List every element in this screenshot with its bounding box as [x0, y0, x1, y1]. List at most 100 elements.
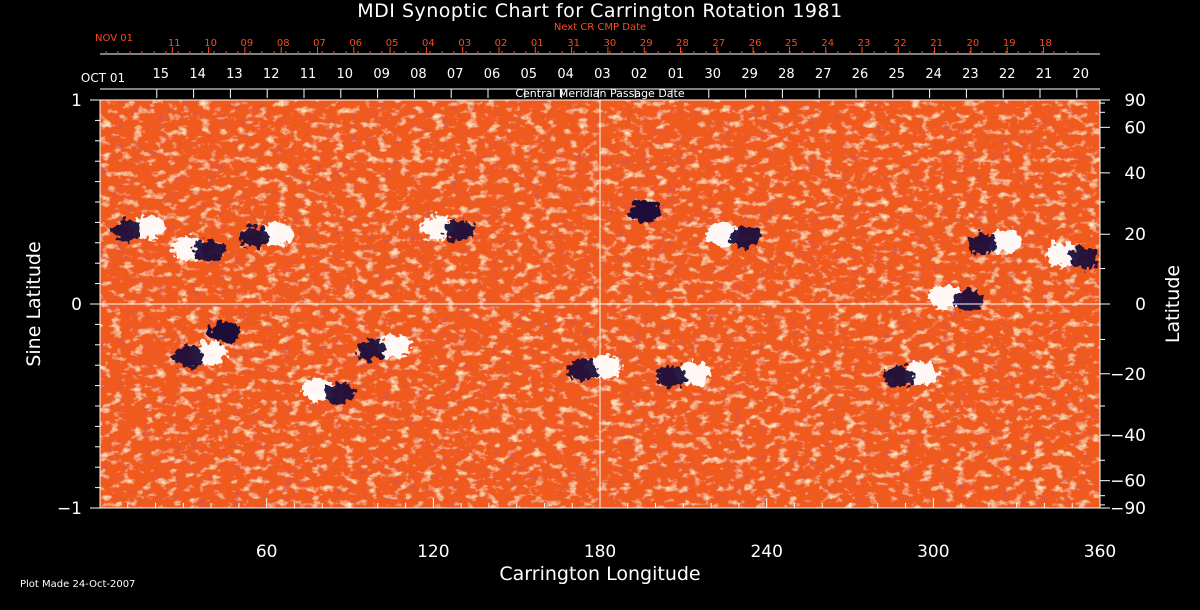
y-left-tick-label: 1: [71, 91, 82, 111]
cmp-date-label: 21: [1036, 67, 1053, 82]
cmp-date-label: 02: [631, 67, 648, 82]
next-cmp-date-label: 23: [858, 38, 871, 49]
cmp-date-label: 08: [410, 67, 427, 82]
negative-polarity-patch: [356, 338, 387, 361]
active-region: [928, 284, 983, 311]
cmp-date-label: 13: [226, 67, 243, 82]
active-region: [173, 341, 227, 368]
y-right-tick-label: −40: [1110, 426, 1146, 446]
negative-polarity-patch: [656, 365, 687, 388]
negative-polarity-patch: [444, 219, 475, 242]
cmp-date-label: 29: [741, 67, 758, 82]
next-cmp-date-label: 20: [967, 38, 980, 49]
active-region: [209, 321, 241, 344]
next-cmp-date-label: 02: [495, 38, 508, 49]
cmp-date-label: 01: [668, 67, 685, 82]
next-cmp-date-label: 30: [604, 38, 617, 49]
next-cmp-date-label: 04: [422, 38, 435, 49]
x-tick-label: 180: [584, 542, 616, 562]
next-cmp-date-label: 25: [785, 38, 798, 49]
cmp-axis-title: Central Meridian Passage Date: [515, 87, 685, 100]
y-right-tick-label: 40: [1124, 164, 1146, 184]
negative-polarity-patch: [1069, 246, 1100, 269]
cmp-date-label: 23: [962, 67, 979, 82]
negative-polarity-patch: [111, 219, 142, 242]
negative-polarity-patch: [967, 232, 998, 255]
cmp-date-label: 07: [447, 67, 464, 82]
negative-polarity-patch: [324, 382, 355, 405]
next-cmp-date-label: NOV 01: [95, 33, 133, 44]
next-cmp-date-label: 26: [749, 38, 762, 49]
next-cmp-date-label: 09: [241, 38, 254, 49]
next-cmp-date-label: 05: [386, 38, 399, 49]
cmp-date-label: 11: [300, 67, 317, 82]
x-tick-label: 300: [917, 542, 949, 562]
y-right-tick-label: −20: [1110, 365, 1146, 385]
next-cmp-date-label: 27: [712, 38, 725, 49]
cmp-date-label: 12: [263, 67, 280, 82]
negative-polarity-patch: [567, 359, 598, 382]
y-right-tick-label: 20: [1124, 225, 1146, 245]
next-cmp-date-label: 08: [277, 38, 290, 49]
active-region: [706, 222, 761, 249]
next-cmp-date-label: 11: [168, 38, 181, 49]
next-cmp-date-label: 31: [567, 38, 580, 49]
next-cmp-date-label: 21: [930, 38, 943, 49]
cmp-date-label: 27: [815, 67, 832, 82]
y-right-tick-label: 90: [1124, 91, 1146, 111]
next-cmp-date-label: 03: [458, 38, 471, 49]
next-cmp-date-label: 29: [640, 38, 653, 49]
cmp-date-label: OCT 01: [81, 71, 125, 85]
negative-polarity-patch: [884, 365, 915, 388]
active-region: [239, 222, 294, 249]
cmp-date-label: 25: [889, 67, 906, 82]
next-cmp-date-label: 18: [1039, 38, 1052, 49]
negative-polarity-patch: [209, 321, 241, 344]
y-left-tick-label: 0: [71, 295, 82, 315]
negative-polarity-patch: [239, 226, 270, 249]
negative-polarity-patch: [628, 200, 661, 223]
next-cmp-date-label: 01: [531, 38, 544, 49]
x-axis-label: Carrington Longitude: [499, 563, 701, 585]
chart-title: MDI Synoptic Chart for Carrington Rotati…: [357, 0, 843, 22]
active-region: [628, 200, 661, 223]
cmp-date-label: 10: [337, 67, 354, 82]
active-region: [1045, 242, 1100, 269]
cmp-date-label: 22: [999, 67, 1016, 82]
next-cmp-date-label: 24: [821, 38, 834, 49]
cmp-date-label: 03: [594, 67, 611, 82]
cmp-date-label: 26: [852, 67, 869, 82]
next-cmp-date-label: 22: [894, 38, 907, 49]
cmp-date-label: 05: [521, 67, 538, 82]
next-cmp-axis-title: Next CR CMP Date: [553, 22, 647, 33]
active-region: [420, 215, 475, 242]
next-cmp-date-label: 07: [313, 38, 326, 49]
cmp-date-label: 14: [189, 67, 206, 82]
x-tick-label: 240: [750, 542, 782, 562]
next-cmp-date-label: 19: [1003, 38, 1016, 49]
active-region: [300, 378, 355, 405]
y-right-tick-label: 60: [1124, 118, 1146, 138]
y-right-tick-label: 0: [1135, 295, 1146, 315]
active-region: [170, 235, 225, 262]
negative-polarity-patch: [952, 288, 983, 311]
cmp-date-label: 06: [484, 67, 501, 82]
negative-polarity-patch: [194, 239, 225, 262]
active-region: [356, 334, 411, 361]
cmp-date-label: 04: [557, 67, 574, 82]
y-left-tick-label: −1: [57, 499, 82, 519]
active-region: [884, 361, 939, 388]
y-right-tick-label: −60: [1110, 472, 1146, 492]
cmp-date-label: 24: [925, 67, 942, 82]
x-tick-label: 360: [1084, 542, 1116, 562]
x-tick-label: 120: [417, 542, 449, 562]
active-region: [567, 355, 622, 382]
next-cmp-date-label: 06: [349, 38, 362, 49]
negative-polarity-patch: [173, 345, 203, 368]
negative-polarity-patch: [730, 226, 761, 249]
active-region: [111, 215, 166, 242]
cmp-date-label: 15: [153, 67, 170, 82]
cmp-date-label: 20: [1073, 67, 1090, 82]
cmp-date-label: 09: [373, 67, 390, 82]
